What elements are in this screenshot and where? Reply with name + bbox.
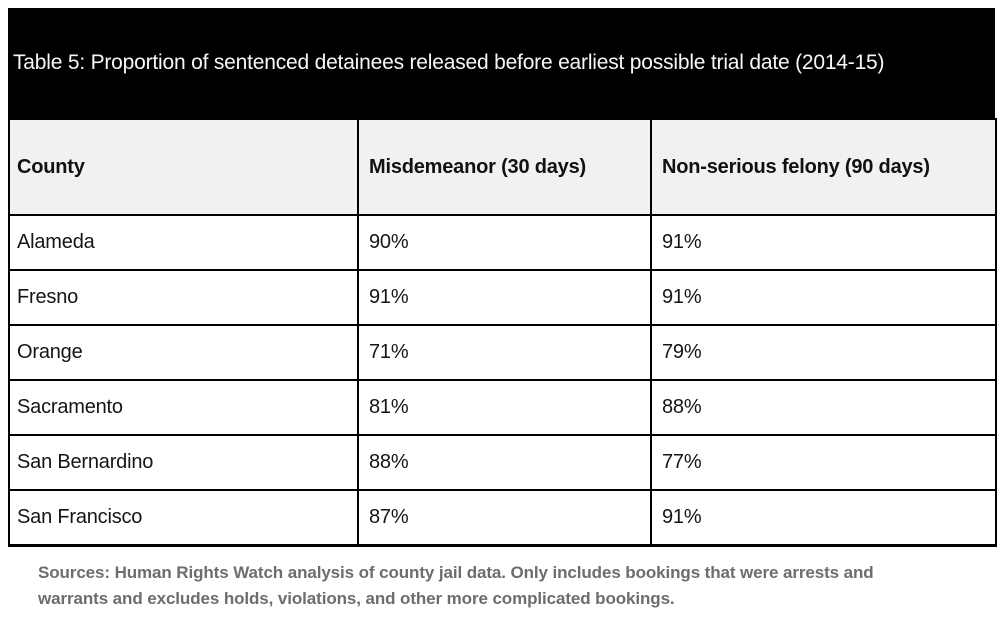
felony-cell: 77% <box>650 434 997 491</box>
table-row: Orange 71% 79% <box>8 324 997 381</box>
header-row: County Misdemeanor (30 days) Non-serious… <box>8 118 997 216</box>
table-title: Table 5: Proportion of sentenced detaine… <box>13 51 885 74</box>
misdemeanor-cell: 87% <box>357 489 652 547</box>
county-cell: Orange <box>8 324 359 381</box>
table-row: San Bernardino 88% 77% <box>8 434 997 491</box>
table-figure: Table 5: Proportion of sentenced detaine… <box>8 8 997 613</box>
data-table: County Misdemeanor (30 days) Non-serious… <box>8 118 997 547</box>
county-cell: Alameda <box>8 214 359 271</box>
misdemeanor-cell: 71% <box>357 324 652 381</box>
column-header-misdemeanor: Misdemeanor (30 days) <box>357 118 652 216</box>
county-cell: Sacramento <box>8 379 359 436</box>
county-cell: San Francisco <box>8 489 359 547</box>
misdemeanor-cell: 88% <box>357 434 652 491</box>
source-note: Sources: Human Rights Watch analysis of … <box>38 563 874 609</box>
felony-cell: 91% <box>650 489 997 547</box>
felony-cell: 91% <box>650 214 997 271</box>
table-row: Alameda 90% 91% <box>8 214 997 271</box>
felony-cell: 88% <box>650 379 997 436</box>
county-cell: San Bernardino <box>8 434 359 491</box>
misdemeanor-cell: 91% <box>357 269 652 326</box>
table-row: San Francisco 87% 91% <box>8 489 997 547</box>
county-cell: Fresno <box>8 269 359 326</box>
felony-cell: 91% <box>650 269 997 326</box>
column-header-felony: Non-serious felony (90 days) <box>650 118 997 216</box>
felony-cell: 79% <box>650 324 997 381</box>
misdemeanor-cell: 81% <box>357 379 652 436</box>
misdemeanor-cell: 90% <box>357 214 652 271</box>
table-row: Fresno 91% 91% <box>8 269 997 326</box>
table-title-band: Table 5: Proportion of sentenced detaine… <box>8 8 995 118</box>
column-header-county: County <box>8 118 359 216</box>
table-row: Sacramento 81% 88% <box>8 379 997 436</box>
